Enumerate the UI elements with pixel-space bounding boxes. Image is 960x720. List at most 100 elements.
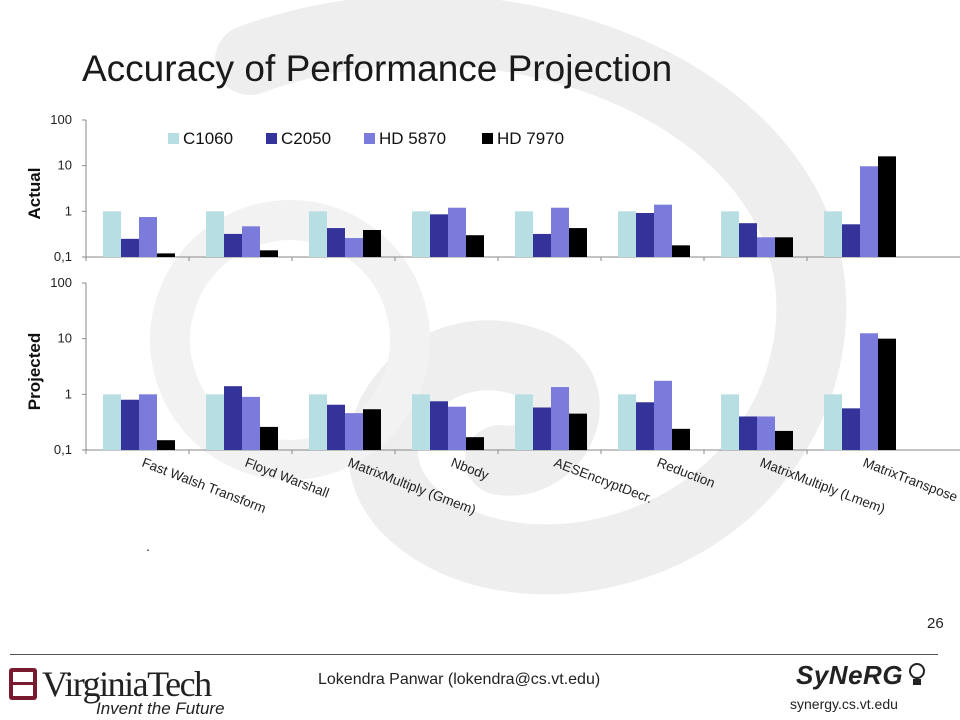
performance-chart: 100 10 1 0,1 Actual 100 10 1 0,1 Projected C1060 C2… xyxy=(25,112,960,517)
bar xyxy=(139,394,157,450)
legend-label: C1060 xyxy=(183,129,233,148)
bar xyxy=(412,211,430,257)
bar xyxy=(157,253,175,257)
bar xyxy=(430,214,448,257)
bar xyxy=(569,228,587,257)
y-tick-label: 0,1 xyxy=(54,249,72,264)
bar xyxy=(206,394,224,450)
bar xyxy=(260,250,278,257)
bar xyxy=(103,211,121,257)
y-axis-label: Projected xyxy=(25,333,44,410)
footer-divider xyxy=(10,654,938,655)
bar xyxy=(824,211,842,257)
bar xyxy=(672,245,690,257)
bar xyxy=(775,237,793,257)
virginia-tech-logo: VirginiaTech Invent the Future xyxy=(8,663,238,719)
lightbulb-icon xyxy=(909,663,925,685)
bar xyxy=(636,402,654,450)
bar xyxy=(860,333,878,450)
bar xyxy=(206,211,224,257)
synergy-url: synergy.cs.vt.edu xyxy=(790,696,898,712)
bar xyxy=(515,211,533,257)
bar xyxy=(618,211,636,257)
bar xyxy=(260,426,278,450)
bar xyxy=(242,396,260,450)
bar xyxy=(775,430,793,450)
stray-mark: . xyxy=(146,538,150,554)
bar xyxy=(860,166,878,257)
bar xyxy=(515,394,533,450)
bar xyxy=(636,212,654,257)
bar xyxy=(672,428,690,450)
bar xyxy=(327,228,345,257)
y-tick-label: 100 xyxy=(50,112,72,127)
bar xyxy=(121,238,139,257)
slide-title: Accuracy of Performance Projection xyxy=(82,48,673,89)
legend-swatch xyxy=(482,133,493,144)
bar xyxy=(654,380,672,450)
legend-swatch xyxy=(266,133,277,144)
x-tick-label: Reduction xyxy=(655,455,717,491)
vt-tagline: Invent the Future xyxy=(96,699,225,718)
y-axis-label: Actual xyxy=(25,168,44,220)
y-tick-label: 1 xyxy=(65,203,72,218)
bar xyxy=(757,416,775,450)
bar xyxy=(121,399,139,450)
bar xyxy=(157,440,175,450)
bar xyxy=(842,408,860,450)
bar xyxy=(345,413,363,450)
bar xyxy=(757,237,775,257)
bar xyxy=(533,233,551,257)
legend-label: HD 7970 xyxy=(497,129,564,148)
bar xyxy=(842,224,860,257)
bar xyxy=(430,401,448,450)
legend-label: HD 5870 xyxy=(379,129,446,148)
bar xyxy=(224,233,242,257)
synergy-wordmark: SyNeRG xyxy=(796,660,904,690)
synergy-logo: SyNeRG synergy.cs.vt.edu xyxy=(790,660,940,720)
bar xyxy=(139,217,157,257)
bar xyxy=(363,230,381,257)
bar xyxy=(721,211,739,257)
bar xyxy=(721,394,739,450)
x-tick-label: AESEncryptDecr. xyxy=(552,455,655,506)
vt-seal-icon xyxy=(9,668,37,700)
x-tick-label: Floyd Warshall xyxy=(243,455,331,501)
bar xyxy=(739,416,757,450)
bar xyxy=(448,207,466,257)
page-number: 26 xyxy=(927,615,944,632)
vt-wordmark: VirginiaTech xyxy=(42,664,212,704)
bar xyxy=(569,413,587,450)
bar xyxy=(618,394,636,450)
bar xyxy=(739,223,757,257)
bar xyxy=(345,238,363,257)
legend-label: C2050 xyxy=(281,129,331,148)
y-tick-label: 0,1 xyxy=(54,442,72,457)
bar xyxy=(466,437,484,450)
y-tick-label: 1 xyxy=(65,386,72,401)
bar xyxy=(824,394,842,450)
bar xyxy=(224,386,242,450)
y-tick-label: 10 xyxy=(58,158,72,173)
legend-swatch xyxy=(168,133,179,144)
bar xyxy=(309,211,327,257)
bar xyxy=(412,394,430,450)
bar xyxy=(242,226,260,257)
bar xyxy=(466,235,484,257)
x-tick-label: Nbody xyxy=(449,455,491,483)
bar xyxy=(654,204,672,257)
bar xyxy=(363,409,381,450)
bar xyxy=(878,338,896,450)
legend-swatch xyxy=(364,133,375,144)
bar xyxy=(551,387,569,450)
bar xyxy=(103,394,121,450)
bar xyxy=(878,156,896,257)
bar xyxy=(309,394,327,450)
bar xyxy=(533,407,551,450)
bar xyxy=(327,404,345,450)
bar xyxy=(448,406,466,450)
y-tick-label: 10 xyxy=(58,331,72,346)
bar xyxy=(551,207,569,257)
y-tick-label: 100 xyxy=(50,275,72,290)
